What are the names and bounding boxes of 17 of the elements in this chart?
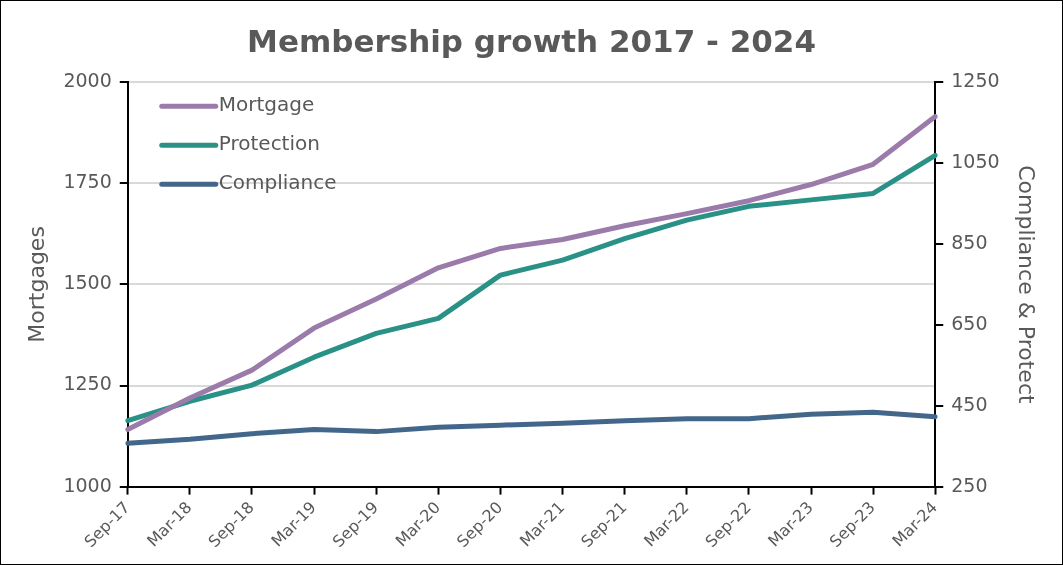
y-tick-label: 1750 xyxy=(63,170,112,193)
y2-tick-label: 850 xyxy=(951,230,988,253)
chart-title: Membership growth 2017 - 2024 xyxy=(247,22,816,59)
y-axis-title: Mortgages xyxy=(23,226,49,343)
y2-tick-label: 1050 xyxy=(951,150,1000,173)
y2-axis-title: Compliance & Protect xyxy=(1014,165,1040,404)
y2-tick-label: 250 xyxy=(951,473,988,496)
legend-label: Protection xyxy=(218,131,320,156)
y-tick-label: 1500 xyxy=(63,271,112,294)
y-tick-label: 1000 xyxy=(63,473,112,496)
y2-tick-label: 1250 xyxy=(951,69,1000,92)
y2-tick-label: 450 xyxy=(951,392,988,415)
y-tick-label: 2000 xyxy=(63,69,112,92)
legend-label: Mortgage xyxy=(218,92,315,117)
y2-tick-label: 650 xyxy=(951,311,988,334)
legend-label: Compliance xyxy=(218,170,337,195)
y-tick-label: 1250 xyxy=(63,372,112,395)
